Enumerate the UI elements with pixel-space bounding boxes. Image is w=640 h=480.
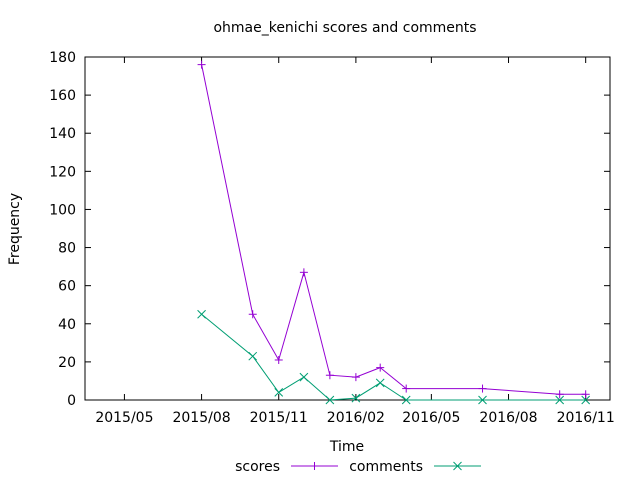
data-point-comments [351, 393, 361, 403]
marker-cross [555, 395, 565, 405]
legend: scores comments [235, 459, 481, 475]
legend-item-scores: scores [235, 459, 338, 475]
data-point-scores [274, 355, 283, 364]
y-tick-label: 180 [49, 50, 76, 66]
marker-cross [581, 395, 591, 405]
data-point-comments [581, 395, 591, 405]
marker-cross [401, 395, 411, 405]
marker-cross [248, 351, 258, 361]
y-tick-label: 80 [58, 241, 76, 257]
marker-cross [375, 378, 385, 388]
y-tick-label: 140 [49, 126, 76, 142]
data-point-comments [375, 378, 385, 388]
x-tick-label: 2016/05 [402, 410, 460, 426]
data-point-comments [248, 351, 258, 361]
x-tick-label: 2016/02 [327, 410, 385, 426]
y-tick-label: 120 [49, 164, 76, 180]
y-tick-label: 40 [58, 317, 76, 333]
marker-cross [299, 372, 309, 382]
marker-cross [351, 393, 361, 403]
series-scores [197, 60, 590, 399]
series-comments [197, 309, 591, 405]
data-point-comments [197, 309, 206, 319]
data-point-scores [402, 384, 411, 393]
legend-label: comments [349, 459, 423, 475]
x-tick-label: 2016/11 [557, 410, 615, 426]
x-tick-label: 2016/08 [479, 410, 537, 426]
y-tick-label: 160 [49, 88, 76, 104]
marker-cross [478, 395, 487, 405]
data-point-comments [325, 395, 335, 405]
data-point-comments [555, 395, 565, 405]
x-tick-label: 2015/11 [250, 410, 308, 426]
data-point-scores [248, 310, 257, 319]
x-tick-label: 2015/08 [172, 410, 230, 426]
legend-item-comments: comments [349, 459, 481, 475]
y-tick-label: 20 [58, 355, 76, 371]
marker-cross [325, 395, 335, 405]
data-point-scores [299, 268, 308, 277]
data-point-scores [478, 384, 487, 393]
y-tick-label: 100 [49, 202, 76, 218]
marker-cross [197, 309, 206, 319]
series-line-comments [201, 313, 586, 401]
marker-cross [274, 388, 284, 397]
data-point-scores [555, 390, 564, 399]
x-axis: 2015/05 2015/08 2015/11 2016/02 2016/05 2016/… [95, 57, 615, 426]
legend-label: scores [235, 459, 280, 475]
y-axis: 0 20 40 60 80 100 120 140 160 180 [49, 50, 610, 409]
data-point-comments [299, 372, 309, 382]
y-tick-label: 0 [67, 393, 76, 409]
data-point-comments [401, 395, 411, 405]
data-point-scores [325, 371, 334, 380]
x-axis-label: Time [329, 439, 364, 455]
marker-cross [453, 461, 462, 471]
chart-title: ohmae_kenichi scores and comments [213, 20, 476, 36]
y-axis-label: Frequency [7, 193, 23, 265]
data-point-scores [376, 363, 385, 372]
series-line-scores [201, 64, 586, 395]
data-point-scores [581, 390, 590, 399]
data-point-comments [478, 395, 487, 405]
data-point-comments [274, 388, 284, 397]
y-tick-label: 60 [58, 279, 76, 295]
data-point-scores [197, 60, 206, 69]
plot-frame [84, 56, 611, 401]
x-tick-label: 2015/05 [95, 410, 153, 426]
series-layer [197, 60, 591, 405]
data-point-scores [351, 373, 360, 382]
